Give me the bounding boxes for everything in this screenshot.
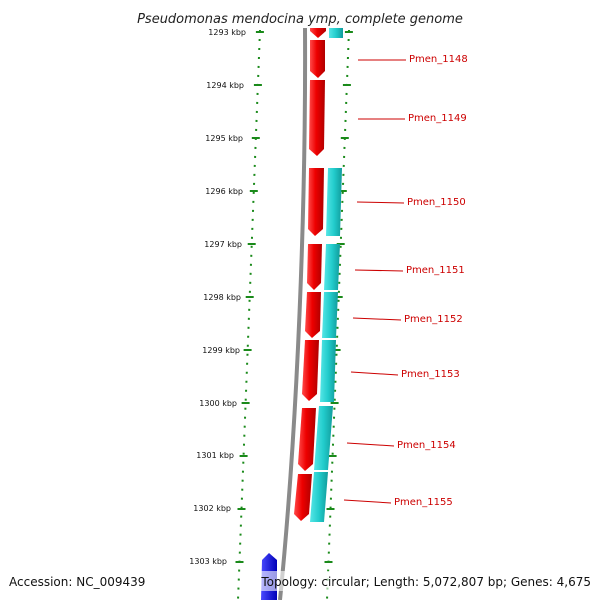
cds-arrow bbox=[310, 40, 325, 78]
cds-arrow bbox=[298, 408, 316, 471]
gene-band-segment bbox=[322, 292, 338, 338]
kbp-label: 1302 kbp bbox=[193, 504, 231, 513]
kbp-label: 1294 kbp bbox=[206, 81, 244, 90]
cds-arrow bbox=[294, 474, 312, 521]
gene-band-segment bbox=[314, 406, 333, 470]
gene-label[interactable]: Pmen_1153 bbox=[401, 369, 460, 380]
accession-text: Accession: NC_009439 bbox=[9, 575, 145, 589]
map-title: Pseudomonas mendocina ymp, complete geno… bbox=[137, 12, 463, 27]
gene-label[interactable]: Pmen_1150 bbox=[407, 197, 466, 208]
cds-arrow bbox=[307, 244, 322, 290]
gene-label[interactable]: Pmen_1149 bbox=[408, 113, 467, 124]
kbp-label: 1299 kbp bbox=[202, 346, 240, 355]
kbp-label: 1293 kbp bbox=[208, 28, 246, 37]
leader-line bbox=[352, 317, 402, 321]
gene-band-segment bbox=[324, 244, 340, 290]
gene-band bbox=[310, 28, 343, 522]
cds-features bbox=[294, 28, 326, 521]
gene-leader-lines bbox=[343, 59, 406, 504]
genome-summary-text: Topology: circular; Length: 5,072,807 bp… bbox=[260, 575, 591, 589]
gene-band-segment bbox=[320, 340, 336, 402]
kbp-label: 1301 kbp bbox=[196, 451, 234, 460]
cds-arrow bbox=[310, 28, 326, 38]
gene-labels: Pmen_1148 Pmen_1149 Pmen_1150 Pmen_1151 … bbox=[394, 54, 468, 508]
ruler-labels: 1293 kbp 1294 kbp 1295 kbp 1296 kbp 1297… bbox=[189, 28, 246, 566]
gene-band-segment bbox=[326, 168, 342, 236]
kbp-label: 1296 kbp bbox=[205, 187, 243, 196]
cds-arrow bbox=[309, 80, 325, 156]
gene-label[interactable]: Pmen_1155 bbox=[394, 497, 453, 508]
cds-arrow bbox=[305, 292, 321, 338]
gene-label[interactable]: Pmen_1151 bbox=[406, 265, 465, 276]
footer-backdrop bbox=[258, 571, 598, 591]
leader-line bbox=[343, 499, 392, 504]
leader-line bbox=[346, 442, 395, 447]
gene-band-segment bbox=[329, 28, 343, 38]
kbp-label: 1295 kbp bbox=[205, 134, 243, 143]
leader-line bbox=[356, 201, 405, 204]
leader-line bbox=[350, 371, 399, 376]
title-backdrop bbox=[120, 7, 480, 28]
gene-label[interactable]: Pmen_1154 bbox=[397, 440, 456, 451]
cds-arrow bbox=[302, 340, 319, 401]
genome-backbone bbox=[278, 27, 308, 600]
ruler-line-left bbox=[237, 29, 261, 600]
leader-line bbox=[354, 269, 404, 272]
kbp-label: 1303 kbp bbox=[189, 557, 227, 566]
gene-label[interactable]: Pmen_1152 bbox=[404, 314, 463, 325]
kbp-label: 1300 kbp bbox=[199, 399, 237, 408]
cds-arrow bbox=[308, 168, 324, 236]
kbp-label: 1297 kbp bbox=[204, 240, 242, 249]
kbp-label: 1298 kbp bbox=[203, 293, 241, 302]
gene-label[interactable]: Pmen_1148 bbox=[409, 54, 468, 65]
gene-band-segment bbox=[310, 472, 328, 522]
